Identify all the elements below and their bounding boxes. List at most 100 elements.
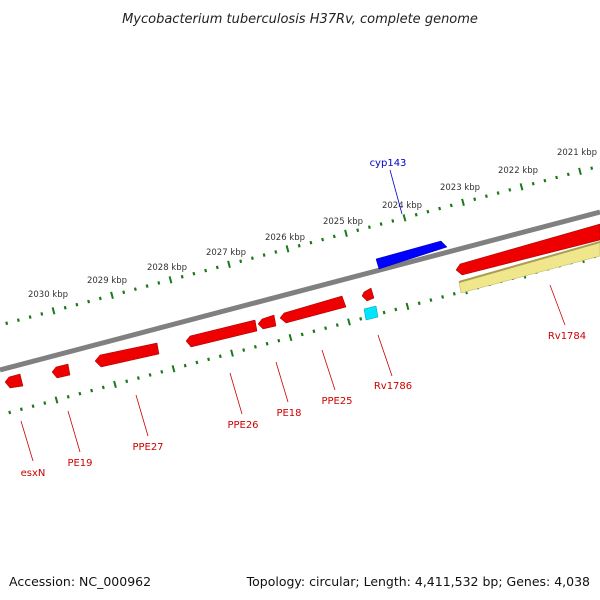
gene-pe18[interactable] <box>257 314 277 330</box>
gene-rv1786[interactable] <box>363 305 379 321</box>
minor-tick <box>136 376 140 380</box>
gene-esxn[interactable] <box>4 373 24 389</box>
minor-tick <box>148 373 152 377</box>
minor-tick <box>394 307 398 312</box>
kbp-label: 2026 kbp <box>265 233 305 243</box>
minor-tick <box>125 379 129 384</box>
minor-tick <box>426 209 430 214</box>
minor-tick <box>324 326 328 330</box>
minor-tick <box>87 299 91 304</box>
major-tick <box>519 183 524 191</box>
major-tick <box>405 302 410 310</box>
minor-tick <box>31 404 35 408</box>
minor-tick <box>566 172 570 177</box>
minor-tick <box>180 274 184 279</box>
gene-label-pe19[interactable]: PE19 <box>67 458 92 469</box>
major-tick <box>344 229 348 237</box>
kbp-label: 2022 kbp <box>498 166 538 176</box>
minor-tick <box>40 312 44 316</box>
minor-tick <box>204 268 208 273</box>
gene-label-pe18[interactable]: PE18 <box>276 408 301 419</box>
major-tick <box>51 307 56 315</box>
minor-tick <box>28 315 32 319</box>
minor-tick <box>75 302 79 307</box>
major-tick <box>402 214 407 222</box>
genome-backbone <box>0 209 600 373</box>
minor-tick <box>5 321 9 326</box>
leader-ppe25 <box>321 349 336 391</box>
major-tick <box>227 260 231 268</box>
minor-tick <box>414 212 418 217</box>
upper-tick-track <box>5 166 594 326</box>
minor-tick <box>367 225 371 229</box>
gene-label-ppe27[interactable]: PPE27 <box>132 442 163 453</box>
major-tick <box>113 380 117 388</box>
major-tick <box>168 276 173 284</box>
gene-label-ppe25[interactable]: PPE25 <box>321 396 352 407</box>
minor-tick <box>192 271 196 276</box>
minor-tick <box>19 407 23 412</box>
minor-tick <box>531 181 535 186</box>
gene-ppe26[interactable] <box>185 319 258 348</box>
minor-tick <box>391 219 395 223</box>
kbp-labels: 2021 kbp 2022 kbp 2023 kbp 2024 kbp 2025… <box>28 148 597 300</box>
major-tick <box>288 333 293 342</box>
minor-tick <box>250 256 254 260</box>
minor-tick <box>215 265 219 270</box>
major-tick <box>110 291 114 299</box>
gene-label-esxn[interactable]: esxN <box>21 468 46 479</box>
leader-pe18 <box>275 361 289 403</box>
gene-label-cyp143[interactable]: cyp143 <box>370 158 407 169</box>
minor-tick <box>16 318 20 322</box>
minor-tick <box>300 332 304 337</box>
leader-ppe27 <box>135 394 149 437</box>
minor-tick <box>417 301 421 306</box>
minor-tick <box>438 206 442 211</box>
gene-label-rv1784[interactable]: Rv1784 <box>548 331 586 342</box>
gene-cyp143[interactable] <box>375 240 448 270</box>
minor-tick <box>321 237 325 242</box>
major-tick <box>285 245 290 253</box>
gene-ppe25[interactable] <box>279 295 347 324</box>
minor-tick <box>242 348 246 352</box>
minor-tick <box>101 385 105 390</box>
minor-tick <box>239 259 243 264</box>
kbp-label: 2028 kbp <box>147 263 187 273</box>
minor-tick <box>382 310 386 315</box>
accession-text: Accession: NC_000962 <box>9 574 151 589</box>
kbp-label: 2021 kbp <box>557 148 597 158</box>
minor-tick <box>63 305 67 310</box>
minor-tick <box>122 290 126 295</box>
minor-tick <box>157 281 161 285</box>
leader-rv1784 <box>549 284 566 326</box>
minor-tick <box>379 222 383 226</box>
genome-summary-text: Topology: circular; Length: 4,411,532 bp… <box>246 574 590 589</box>
minor-tick <box>90 388 94 393</box>
minor-tick <box>253 345 257 349</box>
leader-ppe26 <box>229 372 243 415</box>
minor-tick <box>160 370 164 374</box>
minor-tick <box>590 166 594 170</box>
minor-tick <box>312 329 316 334</box>
minor-tick <box>484 194 488 198</box>
minor-tick <box>43 401 47 405</box>
leader-cyp143 <box>389 169 403 215</box>
major-tick <box>347 318 351 326</box>
minor-tick <box>207 357 211 362</box>
leader-rv1786 <box>377 334 393 377</box>
gene-label-rv1786[interactable]: Rv1786 <box>374 381 412 392</box>
major-tick <box>461 198 465 206</box>
minor-tick <box>429 298 433 302</box>
major-tick <box>230 349 234 357</box>
gene-label-ppe26[interactable]: PPE26 <box>227 420 258 431</box>
minor-tick <box>145 284 149 288</box>
major-tick <box>578 167 582 175</box>
gene-pe19[interactable] <box>51 363 71 379</box>
minor-tick <box>508 188 512 192</box>
gene-red-right[interactable] <box>455 223 600 276</box>
gene-ppe27[interactable] <box>94 342 160 368</box>
gene-small-red[interactable] <box>361 287 375 302</box>
leader-esxn <box>20 420 34 462</box>
minor-tick <box>218 354 222 359</box>
